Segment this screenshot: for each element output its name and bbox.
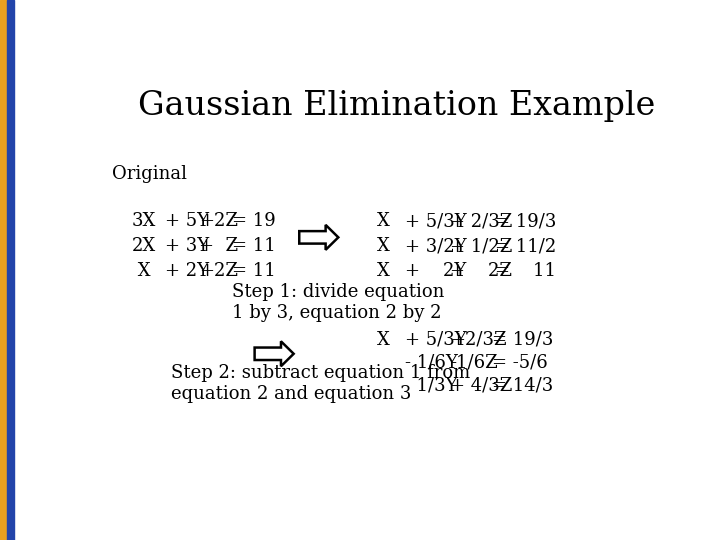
Text: + 2/3Z: + 2/3Z	[450, 212, 513, 231]
Text: X: X	[377, 238, 390, 255]
Text: -1/6Z: -1/6Z	[450, 354, 498, 372]
Text: 1/3Y: 1/3Y	[405, 377, 458, 395]
Text: = 19/3: = 19/3	[495, 212, 556, 231]
Text: +    2Z: + 2Z	[450, 262, 512, 280]
Text: X: X	[377, 331, 390, 349]
Text: X: X	[132, 262, 150, 280]
Text: X: X	[377, 262, 390, 280]
Text: = 11/2: = 11/2	[495, 238, 556, 255]
Text: = 19: = 19	[233, 212, 276, 231]
Text: Step 1: divide equation
1 by 3, equation 2 by 2: Step 1: divide equation 1 by 3, equation…	[233, 283, 445, 322]
Text: Original: Original	[112, 165, 187, 183]
Text: Gaussian Elimination Example: Gaussian Elimination Example	[138, 90, 656, 122]
Text: =    11: = 11	[495, 262, 556, 280]
Text: + 5/3Y: + 5/3Y	[405, 212, 467, 231]
Text: + 2Y: + 2Y	[166, 262, 210, 280]
Text: +2Z: +2Z	[199, 212, 238, 231]
Text: +    2Y: + 2Y	[405, 262, 467, 280]
Text: = 11: = 11	[233, 262, 276, 280]
Text: = -5/6: = -5/6	[492, 354, 547, 372]
Text: = 14/3: = 14/3	[492, 377, 553, 395]
Text: + 5/3Y: + 5/3Y	[405, 331, 467, 349]
Text: = 11: = 11	[233, 238, 276, 255]
Polygon shape	[300, 225, 338, 250]
Text: Step 2: subtract equation 1 from
equation 2 and equation 3: Step 2: subtract equation 1 from equatio…	[171, 364, 470, 403]
Text: = 19/3: = 19/3	[492, 331, 553, 349]
Text: + 3/2Y: + 3/2Y	[405, 238, 467, 255]
Text: + 4/3Z: + 4/3Z	[450, 377, 513, 395]
Text: 2X: 2X	[132, 238, 156, 255]
Text: +  Z: + Z	[199, 238, 238, 255]
Polygon shape	[255, 341, 294, 366]
Text: + 5Y: + 5Y	[166, 212, 210, 231]
Text: X: X	[377, 212, 390, 231]
Text: - 1/6Y: - 1/6Y	[405, 354, 458, 372]
Text: +2/3Z: +2/3Z	[450, 331, 507, 349]
Text: + 1/2Z: + 1/2Z	[450, 238, 513, 255]
Text: 3X: 3X	[132, 212, 156, 231]
Text: + 3Y: + 3Y	[166, 238, 210, 255]
Text: +2Z: +2Z	[199, 262, 238, 280]
